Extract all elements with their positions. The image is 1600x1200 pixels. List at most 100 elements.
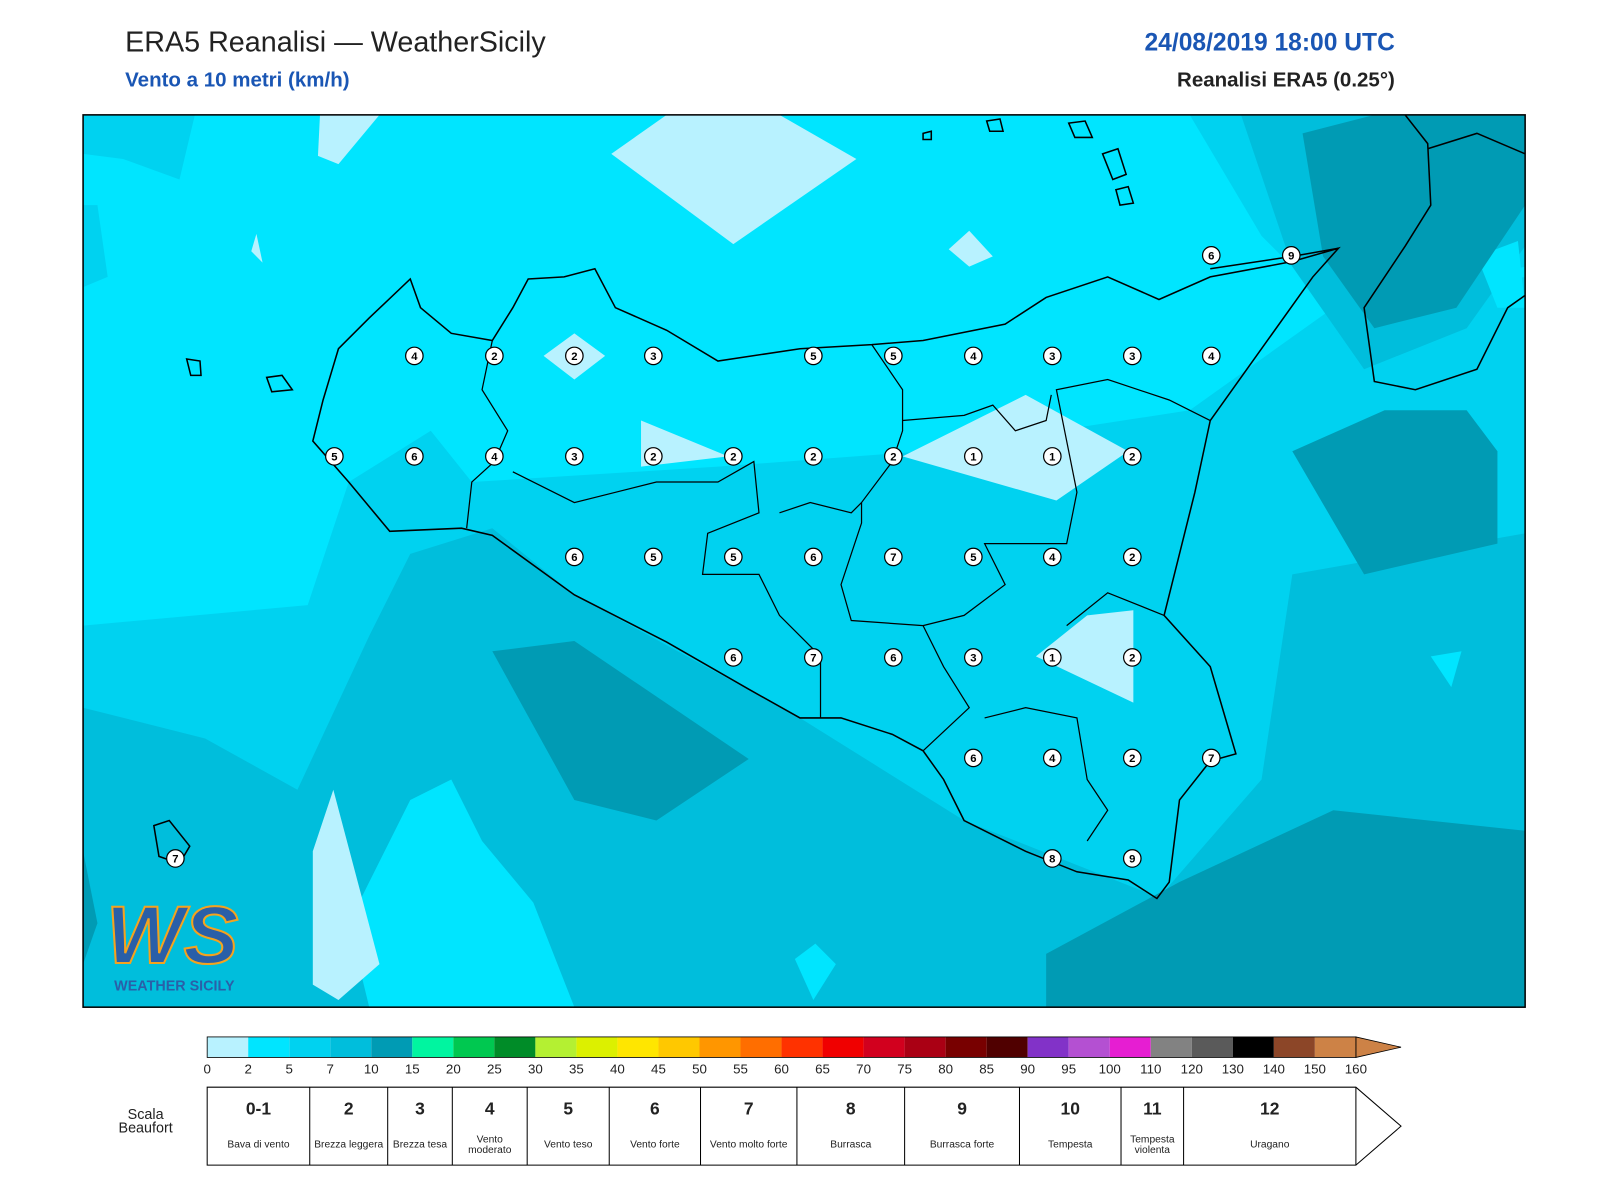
station-value: 5 bbox=[730, 552, 736, 564]
colorbar-tick-label: 15 bbox=[405, 1061, 420, 1076]
colorbar-tick-label: 55 bbox=[733, 1061, 748, 1076]
beaufort-name: Vento forte bbox=[630, 1139, 680, 1151]
station-value: 2 bbox=[1129, 552, 1135, 564]
station-value: 5 bbox=[810, 351, 816, 363]
station-value: 5 bbox=[890, 351, 896, 363]
station-marker bbox=[803, 346, 823, 366]
station-value: 4 bbox=[1049, 552, 1056, 564]
colorbar-tick-label: 7 bbox=[327, 1061, 334, 1076]
station-marker bbox=[1122, 447, 1142, 466]
colorbar-tick-label: 110 bbox=[1140, 1061, 1161, 1076]
beaufort-label: Scala Beaufort bbox=[118, 1107, 173, 1136]
beaufort-force: 0-1 bbox=[246, 1098, 271, 1118]
beaufort-force: 4 bbox=[485, 1098, 495, 1118]
station-marker bbox=[1122, 648, 1142, 667]
beaufort-name: Burrasca bbox=[830, 1139, 872, 1151]
station-marker bbox=[485, 346, 504, 366]
colorbar-segment bbox=[822, 1036, 864, 1058]
title: ERA5 Reanalisi — WeatherSicily bbox=[125, 27, 546, 59]
colorbar-tick-label: 95 bbox=[1061, 1061, 1076, 1076]
colorbar-segment bbox=[658, 1036, 700, 1058]
beaufort-force: 11 bbox=[1143, 1098, 1162, 1118]
colorbar-tick-label: 60 bbox=[774, 1061, 789, 1076]
beaufort-name-box: Uragano bbox=[1250, 1140, 1289, 1150]
station-value: 7 bbox=[172, 853, 178, 865]
station-marker bbox=[803, 648, 823, 667]
beaufort-name-box: Vento molto forte bbox=[709, 1139, 788, 1151]
colorbar-segment bbox=[1232, 1036, 1274, 1058]
station-value: 2 bbox=[571, 351, 577, 363]
colorbar-tick-label: 90 bbox=[1020, 1061, 1035, 1076]
station-marker bbox=[1042, 447, 1062, 466]
station-marker bbox=[883, 346, 903, 366]
colorbar-segment bbox=[453, 1036, 495, 1058]
map: 6 9 4 2 2 3 5 5 4 3 3 4 5 6 4 3 2 2 2 2 1 1 2 6 5 5 6 7 5 4 2 6 7 6 3 1 2 6 4 2… bbox=[83, 114, 1526, 1008]
station-value: 3 bbox=[571, 451, 577, 463]
station-value: 5 bbox=[331, 451, 337, 463]
station-marker bbox=[1122, 748, 1142, 768]
station-value: 5 bbox=[970, 552, 976, 564]
station-value: 2 bbox=[890, 451, 896, 463]
beaufort-name-box: Burrasca bbox=[830, 1139, 872, 1151]
station-marker bbox=[963, 648, 983, 667]
beaufort-force: 5 bbox=[563, 1098, 573, 1118]
station-marker bbox=[723, 447, 743, 466]
beaufort-label-box: Scala Beaufort bbox=[118, 1107, 173, 1136]
station-marker bbox=[723, 547, 743, 567]
colorbar-tick-label: 75 bbox=[897, 1061, 912, 1076]
beaufort-name: Vento molto forte bbox=[709, 1139, 788, 1151]
beaufort-name-box: Tempesta bbox=[1048, 1140, 1092, 1150]
station-value: 2 bbox=[491, 351, 497, 363]
map-frame bbox=[82, 114, 1526, 1008]
station-marker bbox=[1281, 246, 1301, 265]
station-marker bbox=[1042, 849, 1062, 868]
beaufort-force: 8 bbox=[846, 1098, 856, 1118]
beaufort-name-box: Bava di vento bbox=[227, 1140, 289, 1150]
colorbar-tick-label: 5 bbox=[286, 1061, 293, 1076]
colorbar-segment bbox=[494, 1036, 536, 1058]
station-marker bbox=[803, 547, 823, 567]
station-marker bbox=[963, 748, 983, 768]
colorbar-tick-label: 140 bbox=[1263, 1061, 1285, 1076]
colorbar-segment bbox=[904, 1036, 946, 1058]
beaufort-name: Burrasca forte bbox=[929, 1139, 995, 1151]
station-value: 6 bbox=[730, 652, 736, 664]
colorbar-segment bbox=[1027, 1036, 1069, 1058]
beaufort-name-box: Brezza leggera bbox=[314, 1140, 383, 1150]
station-value: 6 bbox=[810, 552, 816, 564]
station-marker bbox=[1042, 648, 1062, 667]
colorbar-arrow bbox=[1355, 1036, 1402, 1058]
station-marker bbox=[565, 447, 584, 466]
wind-band-0-2 bbox=[251, 114, 1134, 1000]
station-value: 1 bbox=[970, 451, 976, 463]
colorbar-segment bbox=[1273, 1036, 1315, 1058]
station-marker bbox=[963, 447, 983, 466]
station-value: 7 bbox=[810, 652, 816, 664]
station-marker bbox=[963, 346, 983, 366]
colorbar-segment bbox=[412, 1036, 454, 1058]
station-marker bbox=[643, 447, 663, 466]
colorbar-tick-label: 50 bbox=[692, 1061, 707, 1076]
colorbar-tick-label: 120 bbox=[1181, 1061, 1203, 1076]
station-marker bbox=[405, 346, 424, 366]
colorbar-tick-label: 30 bbox=[528, 1061, 543, 1076]
colorbar-segment bbox=[863, 1036, 905, 1058]
colorbar-segment bbox=[535, 1036, 577, 1058]
colorbar-segment bbox=[576, 1036, 618, 1058]
colorbar-segment bbox=[740, 1036, 782, 1058]
colorbar-tick-label: 45 bbox=[651, 1061, 666, 1076]
station-value: 3 bbox=[650, 351, 656, 363]
colorbar-tick-label: 70 bbox=[856, 1061, 871, 1076]
station-value: 9 bbox=[1129, 853, 1135, 865]
station-marker bbox=[166, 849, 185, 868]
station-value: 6 bbox=[411, 451, 417, 463]
colorbar-segment bbox=[330, 1036, 372, 1058]
beaufort-name-box: Burrasca forte bbox=[929, 1139, 995, 1151]
station-value: 2 bbox=[1129, 652, 1135, 664]
colorbar-segment bbox=[1068, 1036, 1110, 1058]
station-value: 6 bbox=[1208, 250, 1214, 262]
station-value: 4 bbox=[1049, 753, 1056, 765]
colorbar: 0 2 5 7 10 15 20 25 30 35 40 45 50 55 60 65 70 75 80 85 90 95… bbox=[203, 1036, 1402, 1076]
beaufort-name-box: Vento moderato bbox=[468, 1135, 511, 1156]
